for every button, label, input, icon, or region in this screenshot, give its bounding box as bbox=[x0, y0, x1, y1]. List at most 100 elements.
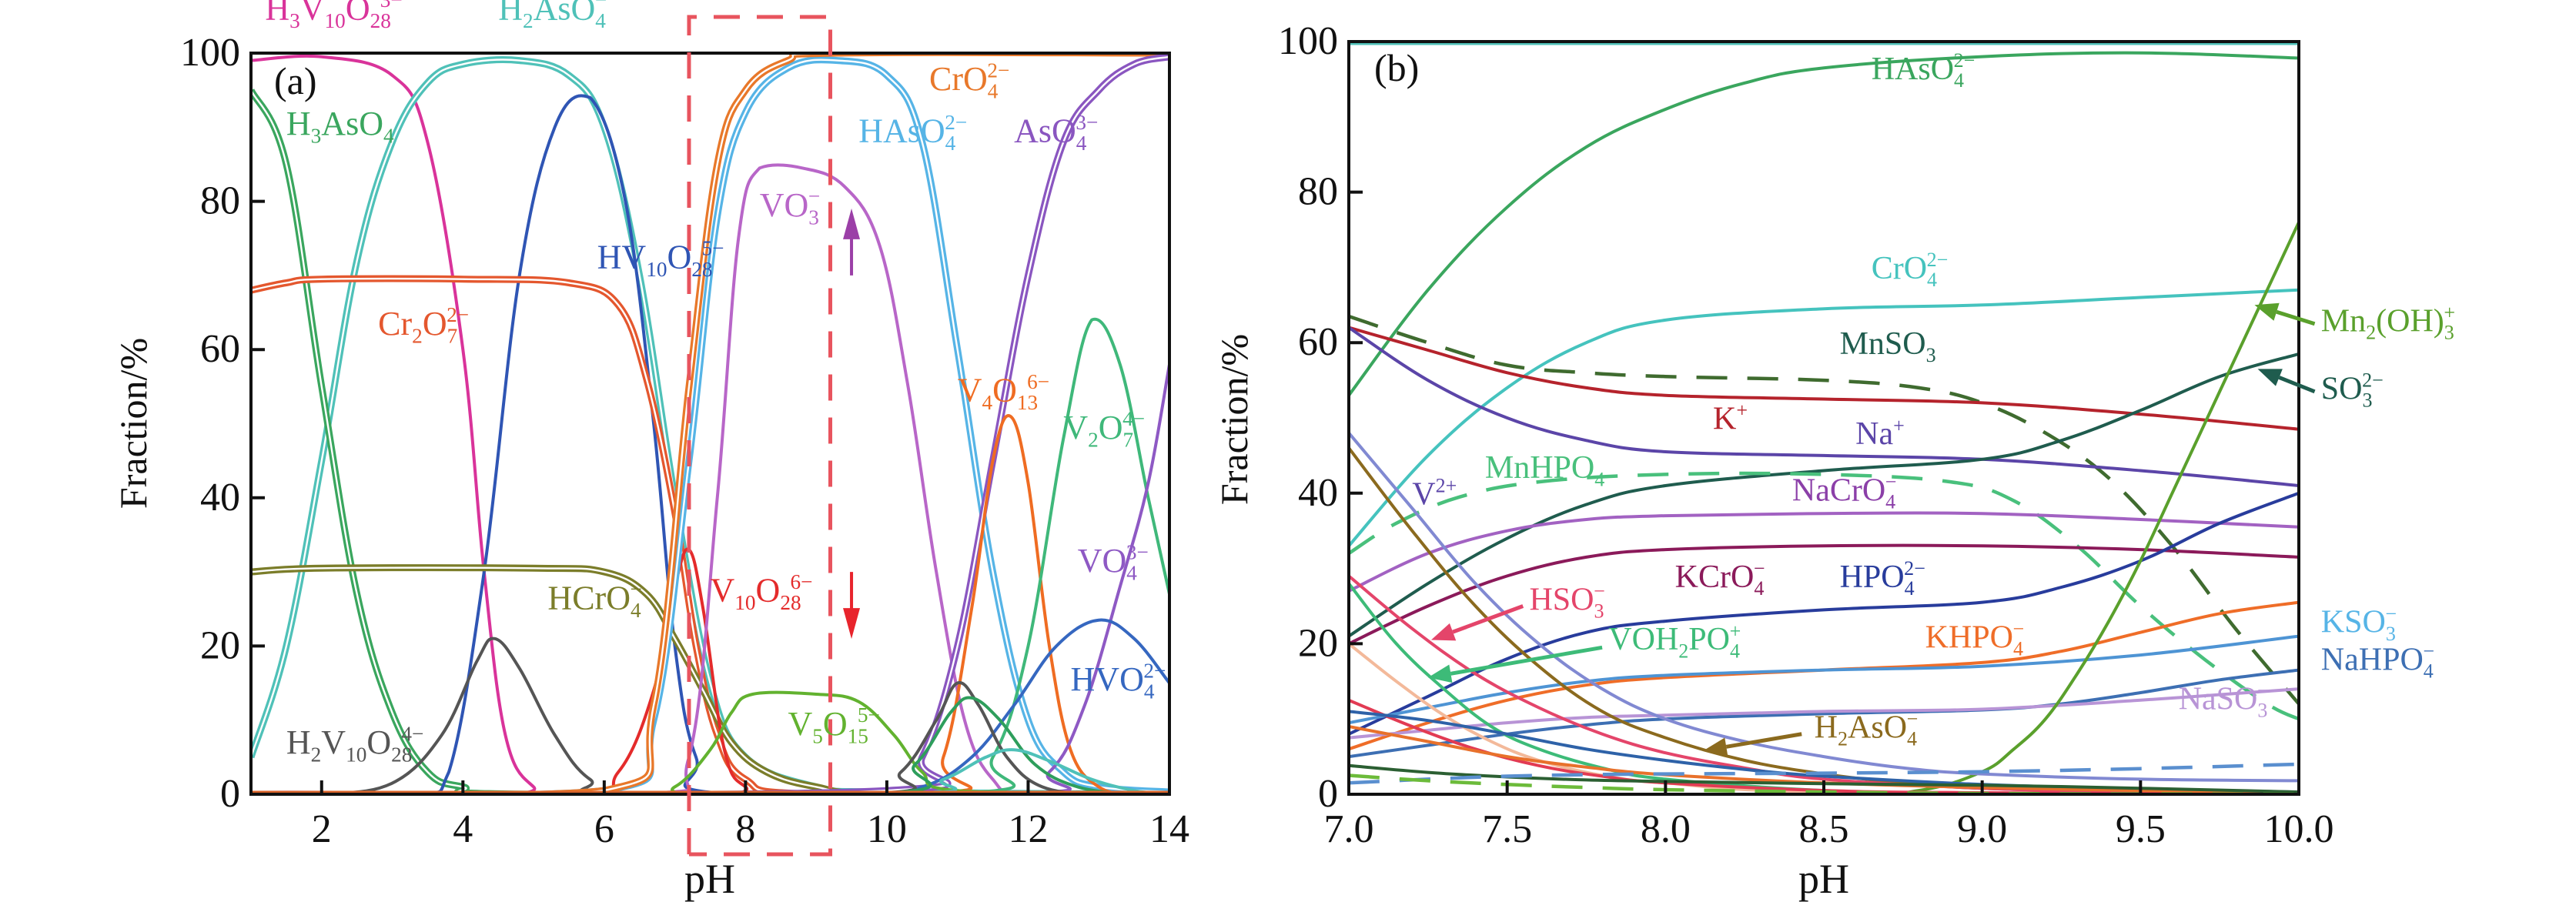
panel-a-highlight-box bbox=[687, 15, 833, 857]
label-hcro4: HCrO4− bbox=[547, 578, 642, 622]
series-v4o13-6-line bbox=[251, 414, 1169, 794]
highlight-box-dashed bbox=[687, 15, 833, 857]
x-tick-label: 8.5 bbox=[1799, 807, 1849, 851]
panel-a-axes: 0 20 40 60 80 100 2 4 6 8 10 12 14 bbox=[180, 31, 1189, 851]
panel-b-frame bbox=[1347, 40, 2300, 796]
label-v2o7-4: V2O74− bbox=[1063, 407, 1145, 451]
panel-b-xlabel: pH bbox=[1798, 856, 1849, 902]
series-hvo4-2-line bbox=[251, 618, 1169, 794]
y-tick-label: 100 bbox=[1278, 19, 1338, 63]
label-hso3: HSO3− bbox=[1529, 580, 1604, 622]
series-na-line bbox=[1349, 326, 2299, 487]
label-khpo4: KHPO4− bbox=[1925, 617, 2025, 660]
series-blue-dashed-low-line bbox=[1349, 762, 2299, 785]
series-nacro4-line bbox=[1349, 511, 2299, 593]
arrow-increase-icon bbox=[843, 208, 861, 239]
series-h2v10o28-4-line bbox=[251, 636, 1169, 794]
label-so32: SO32− bbox=[2321, 369, 2384, 412]
label-hvo4-2: HVO42− bbox=[1071, 659, 1166, 703]
label-k: K+ bbox=[1713, 399, 1748, 437]
label-h2aso4: H2AsO4− bbox=[1815, 708, 1919, 750]
label-mn2-oh-3: Mn2(OH)3+ bbox=[2321, 302, 2455, 344]
panel-a: 0 20 40 60 80 100 2 4 6 8 10 12 14 H3V10O283− H2AsO4−… bbox=[112, 0, 1189, 902]
label-h2v10o28-4: H2V10O284− bbox=[286, 722, 423, 766]
y-tick-label: 0 bbox=[1318, 772, 1338, 816]
series-green-peak-11-line bbox=[251, 696, 1169, 794]
arrow-mn2-oh-3-icon bbox=[2254, 302, 2280, 321]
label-aso4-3: AsO43− bbox=[1014, 111, 1098, 155]
series-haso4-2-line bbox=[1349, 51, 2299, 396]
panel-b-series-labels: HAsO42− CrO42− MnSO3 K+ Na+ V2+ MnHPO4 NaCrO4− K… bbox=[1412, 49, 2455, 750]
x-tick-label: 9.0 bbox=[1957, 807, 2007, 851]
x-tick-label: 2 bbox=[312, 807, 332, 851]
y-tick-label: 60 bbox=[200, 327, 240, 371]
y-tick-label: 40 bbox=[200, 476, 240, 519]
label-vo3: VO3− bbox=[760, 185, 821, 229]
label-haso4-2: HAsO42− bbox=[858, 111, 967, 155]
series-darkgreen-low-line bbox=[1349, 763, 2299, 794]
label-na: Na+ bbox=[1855, 414, 1905, 452]
arrow-voh2po4-icon bbox=[1427, 664, 1453, 683]
arrow-decrease-icon bbox=[843, 608, 861, 640]
label-h3aso4: H3AsO4 bbox=[286, 105, 394, 148]
panel-b-curves bbox=[1349, 42, 2299, 794]
arrow-h2aso4-shaft bbox=[1725, 732, 1802, 749]
arrow-mn2-oh-3-shaft bbox=[2276, 309, 2316, 326]
y-tick-label: 60 bbox=[1298, 320, 1338, 364]
series-h2aso4-inner bbox=[251, 58, 1169, 794]
label-v4o13-6: V4O136− bbox=[958, 370, 1049, 414]
series-vo3-line bbox=[251, 163, 1169, 794]
label-kcro4: KCrO4− bbox=[1675, 557, 1765, 600]
panel-a-curves bbox=[251, 53, 1169, 794]
series-so3-2-line bbox=[1349, 352, 2299, 638]
y-tick-label: 100 bbox=[180, 31, 240, 75]
arrow-so3-2-icon bbox=[2257, 369, 2283, 386]
series-v2o7-4-line bbox=[251, 317, 1169, 794]
panel-b-ylabel: Fraction/% bbox=[1213, 334, 1256, 505]
label-hpo42: HPO42− bbox=[1840, 557, 1925, 600]
label-h2aso4: H2AsO4− bbox=[498, 0, 607, 32]
series-gray-peak-11-line bbox=[251, 681, 1169, 794]
label-haso42: HAsO42− bbox=[1872, 49, 1975, 92]
series-nahpo4-line bbox=[1349, 668, 2299, 759]
panel-b-label: (b) bbox=[1374, 46, 1419, 89]
series-k-line bbox=[1349, 326, 2299, 431]
series-teal-peak-12-line bbox=[251, 748, 1169, 794]
label-vo4-3: VO43− bbox=[1078, 540, 1149, 584]
x-tick-label: 8 bbox=[735, 807, 755, 851]
y-tick-label: 20 bbox=[200, 623, 240, 667]
series-vo4-3-line bbox=[251, 364, 1169, 794]
arrow-voh2po4-shaft bbox=[1450, 645, 1603, 676]
series-mnso3-line bbox=[1349, 314, 2299, 706]
y-tick-label: 80 bbox=[200, 179, 240, 223]
series-kcro4-line bbox=[1349, 543, 2299, 646]
series-cro4-2-line bbox=[1349, 288, 2299, 547]
label-cro4-2: CrO42− bbox=[929, 58, 1009, 102]
x-tick-label: 4 bbox=[453, 807, 473, 851]
panel-a-frame bbox=[249, 52, 1171, 796]
label-v10o28-6: V10O286− bbox=[711, 570, 813, 614]
label-kso3: KSO3− bbox=[2321, 603, 2397, 645]
label-cro42: CrO42− bbox=[1872, 249, 1949, 291]
series-cr2o7-2-line bbox=[251, 275, 1169, 794]
x-tick-label: 10 bbox=[867, 807, 907, 851]
panel-a-annotations bbox=[843, 208, 861, 640]
arrow-h2aso4-icon bbox=[1703, 737, 1728, 757]
x-tick-label: 10.0 bbox=[2264, 807, 2334, 851]
y-tick-label: 0 bbox=[220, 772, 240, 816]
label-mnhpo4: MnHPO4 bbox=[1485, 450, 1604, 490]
label-hv10o28-5: HV10O285− bbox=[597, 237, 724, 281]
label-voh2po4: VOH2PO4+ bbox=[1608, 620, 1741, 662]
label-h3v10o28-3: H3V10O283− bbox=[265, 0, 402, 32]
label-v5o15-5: V5O155− bbox=[788, 703, 879, 747]
x-tick-label: 8.0 bbox=[1641, 807, 1691, 851]
arrow-so3-2-shaft bbox=[2278, 376, 2316, 394]
y-tick-label: 20 bbox=[1298, 621, 1338, 665]
arrow-hso3-shaft bbox=[1452, 604, 1524, 634]
panel-b-axes: 0 20 40 60 80 100 7.0 7.5 8.0 8.5 9.0 9.5 10.0 bbox=[1278, 19, 2334, 851]
panel-b: 0 20 40 60 80 100 7.0 7.5 8.0 8.5 9.0 9.5 10.0 HAsO4… bbox=[1213, 19, 2455, 902]
series-v2-line bbox=[1349, 432, 2299, 783]
series-h3aso4-inner bbox=[251, 89, 1169, 794]
arrow-hso3-icon bbox=[1430, 623, 1457, 641]
